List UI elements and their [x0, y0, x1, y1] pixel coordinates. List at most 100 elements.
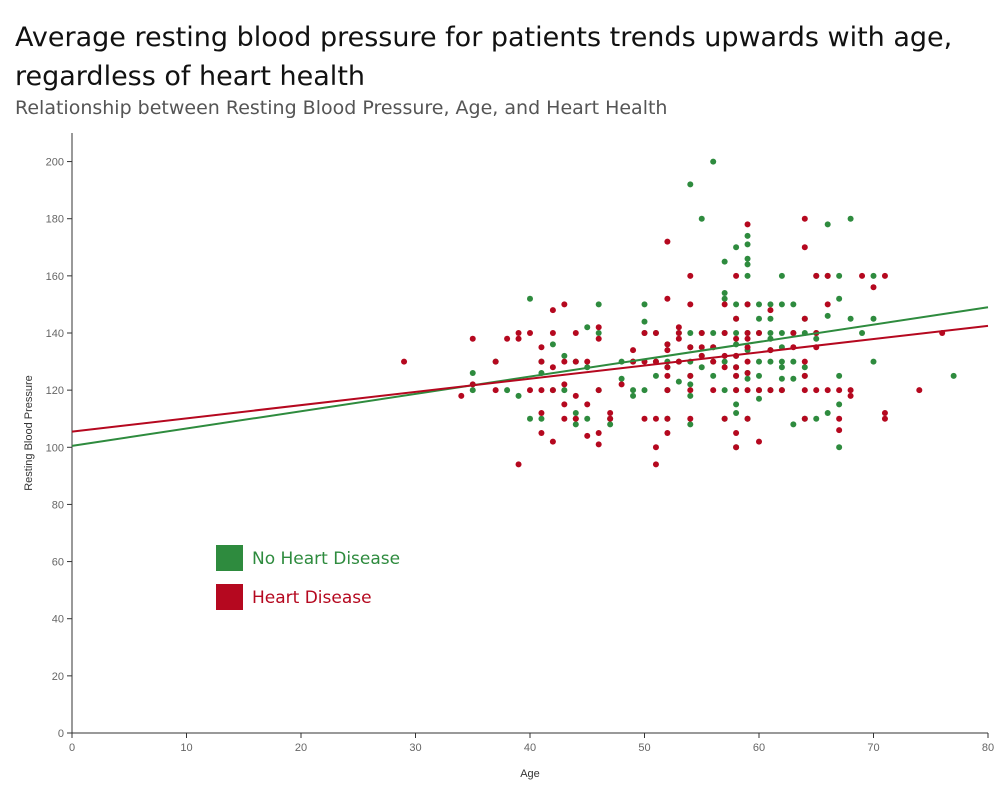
data-point-heart-disease[interactable] — [756, 330, 762, 336]
data-point-heart-disease[interactable] — [710, 358, 717, 365]
data-point-heart-disease[interactable] — [595, 335, 602, 342]
data-point-no-heart-disease[interactable] — [767, 301, 774, 308]
data-point-heart-disease[interactable] — [572, 358, 579, 365]
data-point-heart-disease[interactable] — [515, 330, 522, 336]
data-point-heart-disease[interactable] — [721, 364, 728, 371]
data-point-heart-disease[interactable] — [698, 344, 705, 351]
data-point-no-heart-disease[interactable] — [824, 312, 831, 319]
data-point-no-heart-disease[interactable] — [607, 421, 614, 428]
data-point-heart-disease[interactable] — [756, 387, 762, 394]
data-point-heart-disease[interactable] — [778, 387, 785, 394]
data-point-heart-disease[interactable] — [733, 387, 740, 394]
data-point-no-heart-disease[interactable] — [721, 258, 728, 265]
data-point-no-heart-disease[interactable] — [859, 330, 866, 336]
data-point-heart-disease[interactable] — [549, 387, 556, 394]
data-point-no-heart-disease[interactable] — [641, 387, 648, 394]
data-point-heart-disease[interactable] — [664, 347, 671, 354]
data-point-no-heart-disease[interactable] — [756, 372, 762, 379]
data-point-no-heart-disease[interactable] — [847, 215, 854, 222]
data-point-no-heart-disease[interactable] — [710, 330, 717, 336]
data-point-heart-disease[interactable] — [801, 415, 808, 422]
data-point-no-heart-disease[interactable] — [790, 301, 797, 308]
data-point-no-heart-disease[interactable] — [687, 421, 694, 428]
data-point-heart-disease[interactable] — [687, 372, 694, 379]
data-point-heart-disease[interactable] — [675, 330, 682, 336]
data-point-heart-disease[interactable] — [561, 415, 568, 422]
data-point-heart-disease[interactable] — [664, 430, 671, 436]
data-point-heart-disease[interactable] — [641, 415, 648, 422]
data-point-heart-disease[interactable] — [675, 335, 682, 342]
data-point-heart-disease[interactable] — [836, 427, 843, 434]
data-point-heart-disease[interactable] — [767, 307, 774, 314]
data-point-heart-disease[interactable] — [687, 387, 694, 394]
data-point-no-heart-disease[interactable] — [721, 290, 728, 296]
data-point-heart-disease[interactable] — [652, 444, 659, 451]
data-point-no-heart-disease[interactable] — [584, 415, 591, 422]
data-point-no-heart-disease[interactable] — [549, 341, 556, 348]
data-point-no-heart-disease[interactable] — [733, 401, 740, 408]
data-point-heart-disease[interactable] — [595, 324, 602, 331]
data-point-no-heart-disease[interactable] — [836, 272, 843, 279]
data-point-heart-disease[interactable] — [744, 387, 751, 394]
data-point-heart-disease[interactable] — [538, 344, 545, 351]
data-point-no-heart-disease[interactable] — [698, 364, 705, 371]
data-point-no-heart-disease[interactable] — [790, 421, 797, 428]
data-point-heart-disease[interactable] — [847, 392, 854, 399]
data-point-heart-disease[interactable] — [744, 344, 751, 351]
data-point-no-heart-disease[interactable] — [698, 215, 705, 222]
data-point-heart-disease[interactable] — [561, 358, 568, 365]
data-point-heart-disease[interactable] — [847, 387, 854, 394]
data-point-heart-disease[interactable] — [813, 387, 820, 394]
data-point-heart-disease[interactable] — [801, 215, 808, 222]
data-point-heart-disease[interactable] — [824, 272, 831, 279]
data-point-no-heart-disease[interactable] — [652, 372, 659, 379]
data-point-heart-disease[interactable] — [801, 315, 808, 322]
data-point-no-heart-disease[interactable] — [824, 221, 831, 228]
data-point-no-heart-disease[interactable] — [561, 387, 568, 394]
data-point-heart-disease[interactable] — [744, 370, 751, 376]
data-point-heart-disease[interactable] — [607, 415, 614, 422]
data-point-no-heart-disease[interactable] — [744, 232, 751, 239]
data-point-no-heart-disease[interactable] — [584, 324, 591, 331]
data-point-heart-disease[interactable] — [698, 330, 705, 336]
data-point-no-heart-disease[interactable] — [813, 335, 820, 342]
data-point-no-heart-disease[interactable] — [733, 330, 740, 336]
data-point-heart-disease[interactable] — [641, 330, 648, 336]
data-point-heart-disease[interactable] — [733, 335, 740, 342]
data-point-heart-disease[interactable] — [664, 295, 671, 302]
data-point-heart-disease[interactable] — [916, 387, 923, 394]
data-point-heart-disease[interactable] — [584, 358, 591, 365]
data-point-heart-disease[interactable] — [492, 387, 499, 394]
data-point-no-heart-disease[interactable] — [469, 387, 476, 394]
data-point-heart-disease[interactable] — [664, 387, 671, 394]
data-point-heart-disease[interactable] — [859, 272, 866, 279]
data-point-heart-disease[interactable] — [664, 238, 671, 245]
data-point-no-heart-disease[interactable] — [595, 330, 602, 336]
data-point-no-heart-disease[interactable] — [756, 358, 762, 365]
data-point-heart-disease[interactable] — [801, 358, 808, 365]
data-point-heart-disease[interactable] — [664, 341, 671, 348]
data-point-heart-disease[interactable] — [733, 372, 740, 379]
data-point-heart-disease[interactable] — [687, 272, 694, 279]
data-point-heart-disease[interactable] — [652, 330, 659, 336]
data-point-heart-disease[interactable] — [767, 387, 774, 394]
data-point-no-heart-disease[interactable] — [641, 318, 648, 325]
data-point-heart-disease[interactable] — [652, 461, 659, 468]
data-point-no-heart-disease[interactable] — [641, 301, 648, 308]
data-point-heart-disease[interactable] — [721, 415, 728, 422]
data-point-heart-disease[interactable] — [881, 272, 888, 279]
data-point-no-heart-disease[interactable] — [870, 272, 877, 279]
data-point-no-heart-disease[interactable] — [733, 301, 740, 308]
data-point-no-heart-disease[interactable] — [767, 330, 774, 336]
data-point-no-heart-disease[interactable] — [527, 295, 533, 302]
data-point-heart-disease[interactable] — [824, 301, 831, 308]
data-point-no-heart-disease[interactable] — [744, 255, 751, 262]
data-point-heart-disease[interactable] — [721, 301, 728, 308]
data-point-no-heart-disease[interactable] — [836, 444, 843, 451]
data-point-heart-disease[interactable] — [664, 372, 671, 379]
data-point-heart-disease[interactable] — [549, 364, 556, 371]
data-point-heart-disease[interactable] — [733, 364, 740, 371]
data-point-heart-disease[interactable] — [675, 324, 682, 331]
data-point-no-heart-disease[interactable] — [778, 375, 785, 382]
data-point-heart-disease[interactable] — [687, 415, 694, 422]
